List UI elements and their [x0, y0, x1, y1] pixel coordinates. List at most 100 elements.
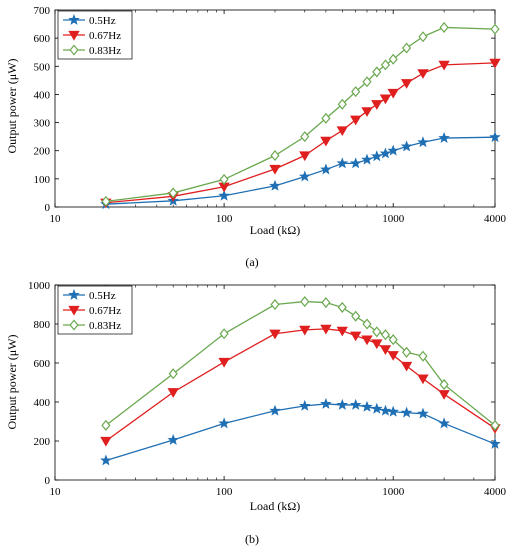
series-line: [105, 403, 496, 462]
data-point: [417, 374, 429, 385]
legend-entry: 0.83Hz: [63, 319, 121, 332]
data-point: [299, 170, 311, 182]
y-tick-label: 700: [34, 5, 51, 17]
x-tick-label: 4000: [484, 486, 507, 498]
x-tick-label: 1000: [382, 213, 405, 225]
data-point: [402, 346, 412, 358]
data-point: [350, 115, 362, 126]
data-point: [380, 329, 391, 341]
legend-entry: 0.5Hz: [63, 288, 116, 302]
data-point: [101, 419, 111, 431]
data-point: [438, 417, 450, 429]
data-point: [270, 298, 280, 311]
legend-marker: [69, 44, 79, 56]
data-point: [379, 404, 392, 416]
data-point: [270, 149, 280, 162]
data-point: [387, 144, 399, 156]
chart-panel-b: Output power (μW) Load (kΩ) (b) 0 200 400 6…: [5, 280, 507, 546]
legend-entry: 0.83Hz: [63, 44, 121, 57]
data-point: [336, 326, 348, 337]
data-point: [490, 23, 500, 35]
x-axis-label: Load (kΩ): [250, 499, 301, 513]
y-tick-label: 400: [34, 89, 51, 101]
data-point: [320, 136, 332, 147]
data-point: [300, 296, 310, 308]
data-point: [372, 326, 382, 338]
y-tick-label: 0: [45, 202, 51, 214]
y-tick-label: 100: [34, 174, 51, 186]
data-point: [321, 112, 331, 124]
y-tick-label: 200: [34, 146, 51, 158]
data-point: [336, 126, 348, 137]
data-point: [349, 157, 362, 169]
x-tick-label: 100: [216, 486, 233, 498]
data-point: [269, 329, 281, 340]
series-line: [105, 62, 496, 204]
data-point: [299, 151, 311, 162]
y-tick-label: 800: [34, 319, 51, 331]
data-point: [320, 324, 332, 335]
legend-label: 0.67Hz: [89, 30, 121, 42]
data-point: [299, 325, 311, 336]
legend-marker: [68, 305, 80, 316]
data-point: [336, 157, 349, 169]
legend: 0.5Hz 0.67Hz 0.83Hz: [57, 285, 133, 335]
legend-marker: [68, 13, 80, 25]
legend: 0.5Hz 0.67Hz 0.83Hz: [57, 10, 133, 60]
data-point: [361, 107, 373, 117]
y-tick-label: 600: [34, 33, 51, 45]
data-point: [168, 368, 178, 380]
data-point: [218, 357, 230, 368]
y-tick-label: 0: [45, 475, 51, 487]
data-point: [321, 297, 331, 309]
data-point: [320, 397, 332, 409]
data-point: [351, 310, 361, 322]
data-point: [100, 436, 112, 447]
data-point: [269, 179, 281, 191]
data-point: [387, 351, 399, 361]
data-point: [269, 164, 281, 175]
data-point: [168, 187, 178, 199]
y-tick-label: 300: [34, 118, 51, 130]
data-point: [439, 378, 449, 390]
data-point: [490, 419, 500, 431]
data-point: [336, 398, 349, 410]
data-point: [361, 153, 373, 165]
y-tick-label: 600: [34, 358, 51, 370]
x-tick-label: 10: [50, 213, 62, 225]
data-point: [489, 58, 501, 69]
data-point: [361, 400, 373, 412]
chart-panel-a: Output power (μW) Load (kΩ) (a) 0 100 200 3…: [5, 5, 507, 269]
data-point: [362, 318, 372, 330]
data-point: [218, 189, 230, 201]
data-point: [371, 402, 383, 414]
data-point: [361, 335, 373, 346]
data-point: [417, 136, 429, 148]
y-tick-label: 200: [34, 436, 51, 448]
data-point: [388, 53, 398, 65]
legend-label: 0.67Hz: [89, 305, 121, 317]
legend-label: 0.83Hz: [89, 320, 121, 332]
data-point: [387, 88, 399, 99]
data-point: [300, 131, 310, 143]
data-point: [362, 76, 372, 88]
series-line: [105, 328, 496, 442]
data-point: [337, 301, 347, 313]
series-0.67Hz: [100, 324, 501, 447]
data-point: [349, 398, 362, 410]
y-tick-label: 400: [34, 397, 51, 409]
x-axis-label: Load (kΩ): [250, 223, 301, 237]
x-tick-label: 10: [50, 486, 62, 498]
series-0.5Hz: [100, 397, 501, 466]
data-point: [351, 86, 361, 98]
y-axis-label: Output power (μW): [5, 334, 19, 429]
data-point: [489, 437, 501, 449]
data-point: [438, 60, 450, 71]
series-0.67Hz: [100, 58, 501, 209]
legend-entry: 0.67Hz: [63, 305, 121, 317]
data-point: [388, 334, 398, 346]
legend-marker: [68, 288, 80, 300]
series-0.83Hz: [101, 296, 500, 431]
legend-marker: [69, 319, 79, 331]
